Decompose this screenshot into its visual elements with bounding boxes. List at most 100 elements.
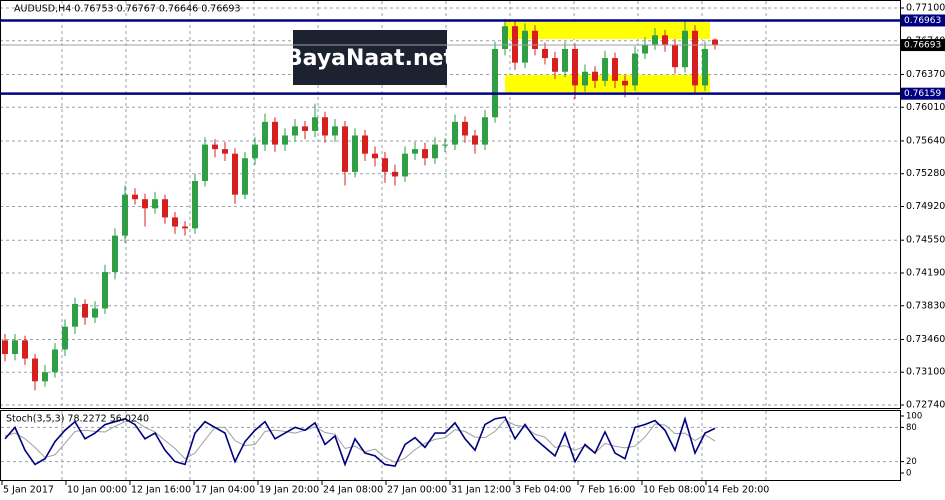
candle-body bbox=[372, 153, 378, 159]
y-tick-label: 0.74190 bbox=[906, 267, 945, 278]
x-tick-label: 27 Jan 00:00 bbox=[387, 485, 447, 496]
candle-body bbox=[232, 153, 238, 195]
candle-body bbox=[492, 48, 498, 118]
candle-body bbox=[182, 226, 188, 229]
x-tick-label: 19 Jan 20:00 bbox=[259, 485, 319, 496]
candle-body bbox=[602, 58, 608, 81]
candle-body bbox=[172, 217, 178, 227]
candle-body bbox=[102, 272, 108, 309]
candle-body bbox=[2, 340, 8, 355]
candle-body bbox=[512, 26, 518, 63]
x-tick-label: 7 Feb 16:00 bbox=[579, 485, 635, 496]
candle-body bbox=[322, 117, 328, 136]
candle-body bbox=[252, 144, 258, 159]
candle-body bbox=[442, 144, 448, 146]
candle-body bbox=[702, 48, 708, 86]
candle-body bbox=[422, 149, 428, 159]
y-tick-label: 0.72740 bbox=[906, 400, 945, 411]
candle-body bbox=[192, 181, 198, 229]
candle-body bbox=[612, 58, 618, 81]
candle-body bbox=[162, 199, 168, 218]
candle-body bbox=[32, 358, 38, 382]
candle-body bbox=[672, 44, 678, 68]
x-tick-label: 5 Jan 2017 bbox=[3, 485, 54, 496]
y-tick-label: 0.74920 bbox=[906, 201, 945, 212]
candle-body bbox=[42, 372, 48, 382]
y-tick-label: 0.76010 bbox=[906, 102, 945, 113]
range-box-top bbox=[505, 22, 710, 39]
logo-box bbox=[293, 30, 447, 85]
main-frame bbox=[0, 0, 901, 409]
candle-body bbox=[652, 35, 658, 45]
y-tick-label: 0.75640 bbox=[906, 135, 945, 146]
candle-body bbox=[642, 44, 648, 54]
price-level-label: 0.76963 bbox=[904, 16, 941, 26]
x-tick-label: 3 Feb 04:00 bbox=[515, 485, 571, 496]
candle-body bbox=[502, 26, 508, 49]
candle-body bbox=[62, 326, 68, 350]
indicator-line bbox=[4, 419, 716, 463]
candle-body bbox=[272, 121, 278, 145]
candle-body bbox=[82, 303, 88, 318]
y-tick-label: 0.75280 bbox=[906, 168, 945, 179]
candle-body bbox=[222, 149, 228, 154]
plot bbox=[0, 18, 900, 468]
candle-body bbox=[382, 158, 388, 172]
x-tick-label: 14 Feb 20:00 bbox=[707, 485, 769, 496]
y-tick-label: 0.77100 bbox=[906, 3, 945, 14]
candle-body bbox=[352, 135, 358, 172]
candle-body bbox=[122, 194, 128, 236]
candle-body bbox=[552, 58, 558, 72]
candle-body bbox=[682, 30, 688, 68]
y-tick-label: 0.73100 bbox=[906, 367, 945, 378]
candle-body bbox=[622, 80, 628, 86]
candle-body bbox=[112, 235, 118, 273]
x-tick-label: 17 Jan 04:00 bbox=[195, 485, 255, 496]
price-level-label-box bbox=[901, 87, 945, 100]
y-tick-label: 0.73460 bbox=[906, 334, 945, 345]
candle-body bbox=[392, 171, 398, 177]
candle-body bbox=[522, 30, 528, 63]
candle-body bbox=[432, 144, 438, 159]
range-box-bottom bbox=[505, 75, 710, 92]
candle-body bbox=[582, 71, 588, 86]
y-tick-label: 0.73830 bbox=[906, 300, 945, 311]
candle-body bbox=[152, 199, 158, 209]
candle-body bbox=[592, 71, 598, 81]
candle-body bbox=[562, 48, 568, 72]
price-level-label-box bbox=[901, 14, 945, 27]
candle-body bbox=[712, 39, 718, 46]
candle-body bbox=[452, 121, 458, 145]
candle-body bbox=[132, 194, 138, 200]
candle-body bbox=[312, 117, 318, 131]
logo: BayaNaat.net bbox=[286, 46, 455, 71]
indicator-tick-label: 0 bbox=[906, 469, 911, 479]
candle-body bbox=[402, 153, 408, 177]
candle-body bbox=[262, 121, 268, 145]
candle-body bbox=[282, 135, 288, 145]
candle-body bbox=[362, 135, 368, 154]
indicator-tick-label: 80 bbox=[906, 423, 917, 433]
candle-body bbox=[332, 126, 338, 136]
candle-body bbox=[142, 199, 148, 209]
candle-body bbox=[482, 117, 488, 145]
candle-body bbox=[662, 35, 668, 45]
indicator-tick-label: 20 bbox=[906, 457, 917, 467]
indicator-frame bbox=[0, 410, 901, 481]
candle-body bbox=[692, 30, 698, 86]
candle-body bbox=[472, 135, 478, 145]
x-tick-label: 31 Jan 12:00 bbox=[451, 485, 511, 496]
x-tick-label: 24 Jan 08:00 bbox=[323, 485, 383, 496]
candle-body bbox=[22, 340, 28, 359]
bid-label-box bbox=[901, 39, 945, 52]
candle-body bbox=[292, 126, 298, 136]
candle-body bbox=[572, 48, 578, 86]
y-tick-label: 0.74550 bbox=[906, 235, 945, 246]
bid-label: 0.76693 bbox=[904, 41, 941, 51]
indicator-tick-label: 100 bbox=[906, 412, 922, 422]
candle-body bbox=[342, 126, 348, 172]
x-tick-label: 12 Jan 16:00 bbox=[131, 485, 191, 496]
candle-body bbox=[52, 349, 58, 373]
